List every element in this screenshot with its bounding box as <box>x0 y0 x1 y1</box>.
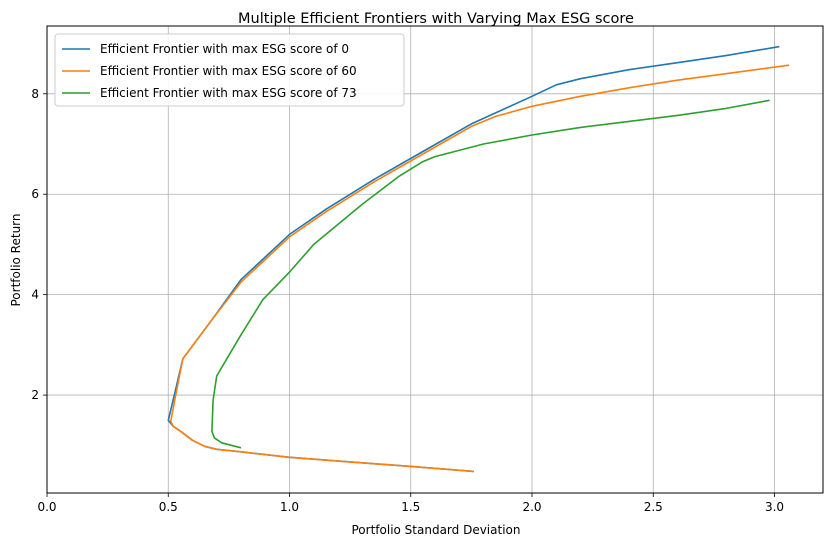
x-tick-label: 1.0 <box>280 500 299 514</box>
x-tick-label: 1.5 <box>401 500 420 514</box>
x-axis-label: Portfolio Standard Deviation <box>352 523 521 537</box>
y-tick-label: 2 <box>31 388 39 402</box>
chart-title: Multiple Efficient Frontiers with Varyin… <box>238 11 634 27</box>
y-tick-label: 4 <box>31 288 39 302</box>
y-tick-label: 8 <box>31 87 39 101</box>
legend-label: Efficient Frontier with max ESG score of… <box>100 86 357 100</box>
x-tick-label: 2.0 <box>522 500 541 514</box>
plot-frame <box>46 25 824 494</box>
x-axis-ticks: 0.0 0.5 1.0 1.5 2.0 2.5 3.0 <box>37 493 784 514</box>
x-tick-label: 0.0 <box>37 500 56 514</box>
y-axis-label: Portfolio Return <box>9 214 23 307</box>
series-line <box>169 64 790 473</box>
series-line <box>211 99 770 449</box>
legend: Efficient Frontier with max ESG score of… <box>54 33 405 107</box>
x-tick-label: 0.5 <box>159 500 178 514</box>
series-line <box>167 45 780 473</box>
legend-box <box>54 33 405 107</box>
y-axis-ticks: 2 4 6 8 <box>31 87 47 402</box>
x-tick-label: 2.5 <box>644 500 663 514</box>
legend-label: Efficient Frontier with max ESG score of… <box>100 42 349 56</box>
y-tick-label: 6 <box>31 187 39 201</box>
series-lines <box>167 45 790 473</box>
x-tick-label: 3.0 <box>765 500 784 514</box>
legend-label: Efficient Frontier with max ESG score of… <box>100 64 357 78</box>
